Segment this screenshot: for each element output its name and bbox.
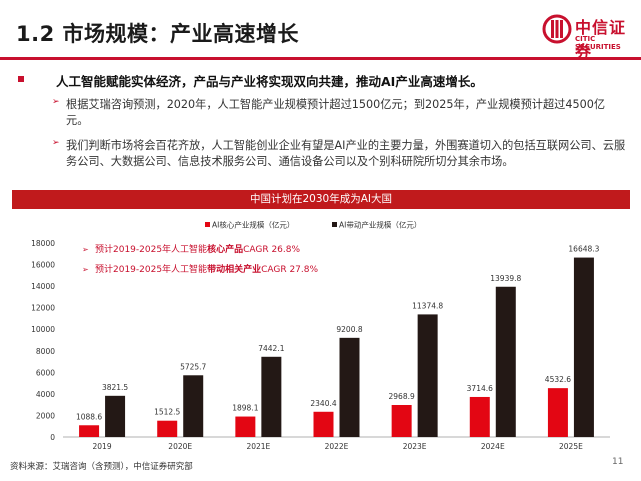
page-title: 1.2 市场规模：产业高速增长	[16, 22, 300, 46]
page-number: 11	[612, 457, 624, 467]
y-tick-label: 16000	[31, 261, 55, 270]
citic-emblem-icon	[542, 14, 572, 44]
x-tick-label: 2020E	[168, 442, 192, 451]
y-tick-label: 2000	[36, 411, 55, 420]
arrow-bullet-icon: ➢	[82, 245, 89, 254]
bar-core	[79, 425, 100, 437]
data-label: 1512.5	[154, 408, 180, 417]
data-label: 2968.9	[389, 392, 415, 401]
y-tick-label: 6000	[36, 368, 55, 377]
data-label: 9200.8	[336, 325, 362, 334]
bar-core	[157, 420, 178, 437]
data-label: 3714.6	[467, 384, 493, 393]
data-label: 5725.7	[180, 362, 206, 371]
data-label: 13939.8	[490, 274, 521, 283]
legend-label: AI核心产业规模（亿元）	[212, 220, 294, 230]
data-label: 4532.6	[545, 375, 571, 384]
logo-text-cn: 中信证券	[575, 18, 627, 61]
data-label: 1898.1	[232, 404, 258, 413]
source-note: 资料来源：艾瑞咨询（含预测），中信证券研究部	[10, 462, 193, 472]
data-label: 11374.8	[412, 301, 443, 310]
title-divider	[0, 57, 641, 60]
data-label: 2340.4	[310, 399, 336, 408]
y-tick-label: 14000	[31, 282, 55, 291]
arrow-bullet-icon: ➢	[82, 265, 89, 274]
arrow-bullet-icon: ➢	[52, 138, 60, 148]
data-label: 1088.6	[76, 412, 102, 421]
sub-bullet-text: 我们判断市场将会百花齐放，人工智能创业企业有望是AI产业的主要力量，外围赛道切入…	[66, 139, 626, 168]
citic-logo: 中信证券 CITIC SECURITIES	[542, 14, 638, 61]
bar-core	[235, 416, 256, 437]
y-tick-label: 4000	[36, 390, 55, 399]
legend-swatch-core	[205, 222, 210, 227]
square-bullet-icon	[18, 76, 24, 82]
legend-label: AI带动产业规模（亿元）	[339, 220, 421, 230]
bar-driven	[261, 356, 282, 437]
bar-driven	[417, 314, 438, 437]
cagr-annotation: 预计2019-2025年人工智能核心产品CAGR 26.8%	[95, 243, 300, 255]
x-tick-label: 2023E	[403, 442, 427, 451]
legend-swatch-driven	[332, 222, 337, 227]
bar-chart: 0 2000 4000 6000 8000 10000 12000 14000 16000 180…	[31, 220, 610, 451]
bar-driven	[183, 375, 204, 437]
y-tick-label: 12000	[31, 304, 55, 313]
x-tick-label: 2024E	[481, 442, 505, 451]
data-label: 7442.1	[258, 344, 284, 353]
chart-banner: 中国计划在2030年成为AI大国	[12, 190, 630, 209]
y-tick-label: 0	[50, 433, 55, 442]
x-tick-label: 2021E	[246, 442, 270, 451]
bar-driven	[105, 395, 126, 437]
x-tick-label: 2019	[93, 442, 112, 451]
y-tick-label: 10000	[31, 325, 55, 334]
x-tick-label: 2022E	[325, 442, 349, 451]
bar-core	[469, 396, 490, 437]
data-label: 3821.5	[102, 383, 128, 392]
cagr-annotation: 预计2019-2025年人工智能带动相关产业CAGR 27.8%	[95, 263, 318, 275]
sub-bullet-text: 根据艾瑞咨询预测，2020年，人工智能产业规模预计超过1500亿元；到2025年…	[66, 98, 606, 127]
x-tick-label: 2025E	[559, 442, 583, 451]
bar-core	[547, 388, 568, 437]
arrow-bullet-icon: ➢	[52, 97, 60, 107]
y-tick-label: 8000	[36, 347, 55, 356]
main-bullet-text: 人工智能赋能实体经济，产品与产业将实现双向共建，推动AI产业高速增长。	[56, 74, 483, 89]
bar-core	[391, 405, 412, 437]
bar-driven	[495, 286, 516, 437]
data-label: 16648.3	[568, 245, 599, 254]
logo-text-en: CITIC SECURITIES	[575, 35, 621, 51]
y-tick-label: 18000	[31, 239, 55, 248]
bar-driven	[339, 337, 360, 437]
bar-driven	[573, 257, 594, 437]
bar-core	[313, 411, 334, 437]
